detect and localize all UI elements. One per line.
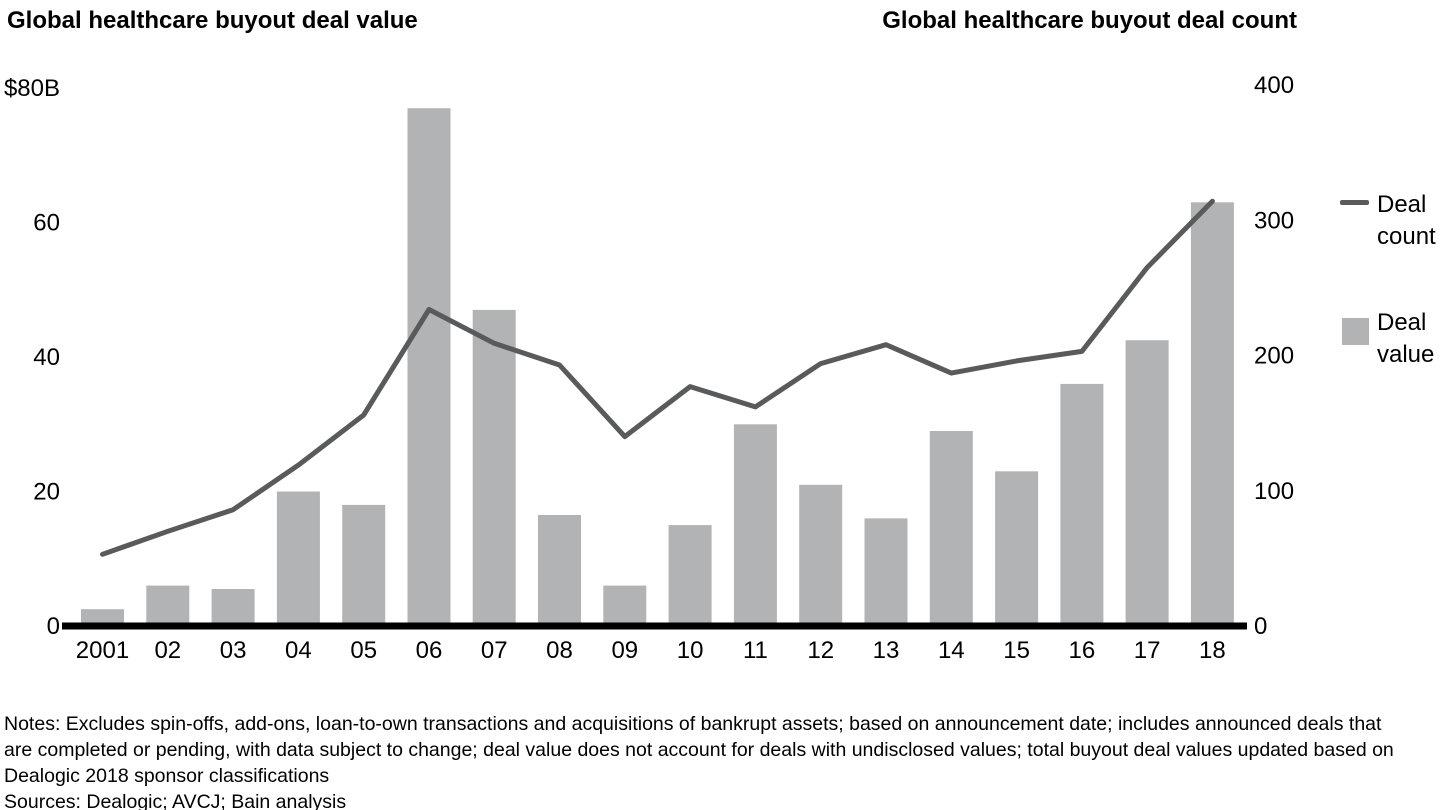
x-axis-label-10: 10 — [677, 637, 704, 664]
x-axis-label-03: 03 — [220, 637, 247, 664]
legend-label-deal-value: Deal value — [1377, 309, 1435, 368]
x-axis-label-18: 18 — [1199, 637, 1226, 664]
right-axis-tick-label: 200 — [1254, 343, 1294, 370]
x-axis-label-2001: 2001 — [76, 637, 129, 664]
deal-value-bar-17 — [1125, 340, 1169, 626]
left-axis-tick-label: 0 — [47, 613, 60, 640]
right-chart-title: Global healthcare buyout deal count — [882, 7, 1297, 34]
left-axis-tick-label: 20 — [33, 479, 60, 506]
deal-value-bar-2001 — [81, 609, 124, 626]
x-axis-label-15: 15 — [1003, 637, 1030, 664]
x-axis-label-07: 07 — [481, 637, 508, 664]
footnote-line: Sources: Dealogic; AVCJ; Bain analysis — [4, 791, 347, 810]
deal-value-bar-03 — [211, 589, 255, 626]
x-axis-label-08: 08 — [546, 637, 573, 664]
deal-value-bar-06 — [407, 108, 451, 626]
right-axis-tick-label: 100 — [1254, 478, 1294, 505]
x-axis-label-04: 04 — [285, 637, 312, 664]
deal-count-line-swatch — [1340, 200, 1369, 205]
legend-label-deal-count: Deal count — [1377, 191, 1436, 250]
deal-value-bar-04 — [276, 491, 320, 626]
x-axis-label-05: 05 — [350, 637, 377, 664]
left-chart-title: Global healthcare buyout deal value — [7, 7, 418, 34]
deal-value-bar-11 — [733, 424, 777, 627]
x-axis-label-13: 13 — [873, 637, 900, 664]
x-axis-label-14: 14 — [938, 637, 965, 664]
deal-value-bar-05 — [342, 504, 386, 626]
right-axis-tick-label: 400 — [1254, 72, 1294, 99]
footnote-line: are completed or pending, with data subj… — [4, 739, 1394, 761]
deal-value-bar-13 — [864, 518, 908, 626]
deal-value-bar-18 — [1190, 202, 1234, 627]
deal-value-bar-09 — [603, 585, 647, 626]
left-axis-tick-label: 40 — [33, 344, 60, 371]
deal-value-bar-swatch — [1342, 318, 1369, 345]
deal-count-line — [100, 198, 1215, 557]
deal-value-bar-08 — [538, 515, 581, 626]
footnote-line: Notes: Excludes spin-offs, add-ons, loan… — [4, 713, 1382, 735]
x-axis-label-09: 09 — [611, 637, 638, 664]
footnote-line: Dealogic 2018 sponsor classifications — [4, 765, 330, 787]
deal-value-bar-15 — [995, 471, 1039, 626]
footnotes: Notes: Excludes spin-offs, add-ons, loan… — [4, 711, 1394, 810]
x-axis-label-11: 11 — [743, 637, 768, 664]
x-axis-label-02: 02 — [154, 637, 181, 664]
left-axis-tick-label: $80B — [4, 75, 60, 102]
deal-value-bar-02 — [146, 585, 190, 626]
x-axis-label-12: 12 — [807, 637, 834, 664]
right-axis-tick-label: 0 — [1254, 613, 1267, 640]
right-axis-tick-label: 300 — [1254, 207, 1294, 234]
deal-value-bar-10 — [668, 525, 712, 626]
x-axis-label-06: 06 — [416, 637, 443, 664]
x-axis-label-16: 16 — [1069, 637, 1096, 664]
deal-value-bar-07 — [472, 309, 516, 626]
deal-value-bar-16 — [1060, 383, 1104, 626]
left-axis-tick-label: 60 — [33, 210, 60, 237]
deal-value-bar-14 — [929, 431, 973, 626]
x-axis-label-17: 17 — [1134, 637, 1161, 664]
deal-value-bar-12 — [799, 484, 843, 626]
